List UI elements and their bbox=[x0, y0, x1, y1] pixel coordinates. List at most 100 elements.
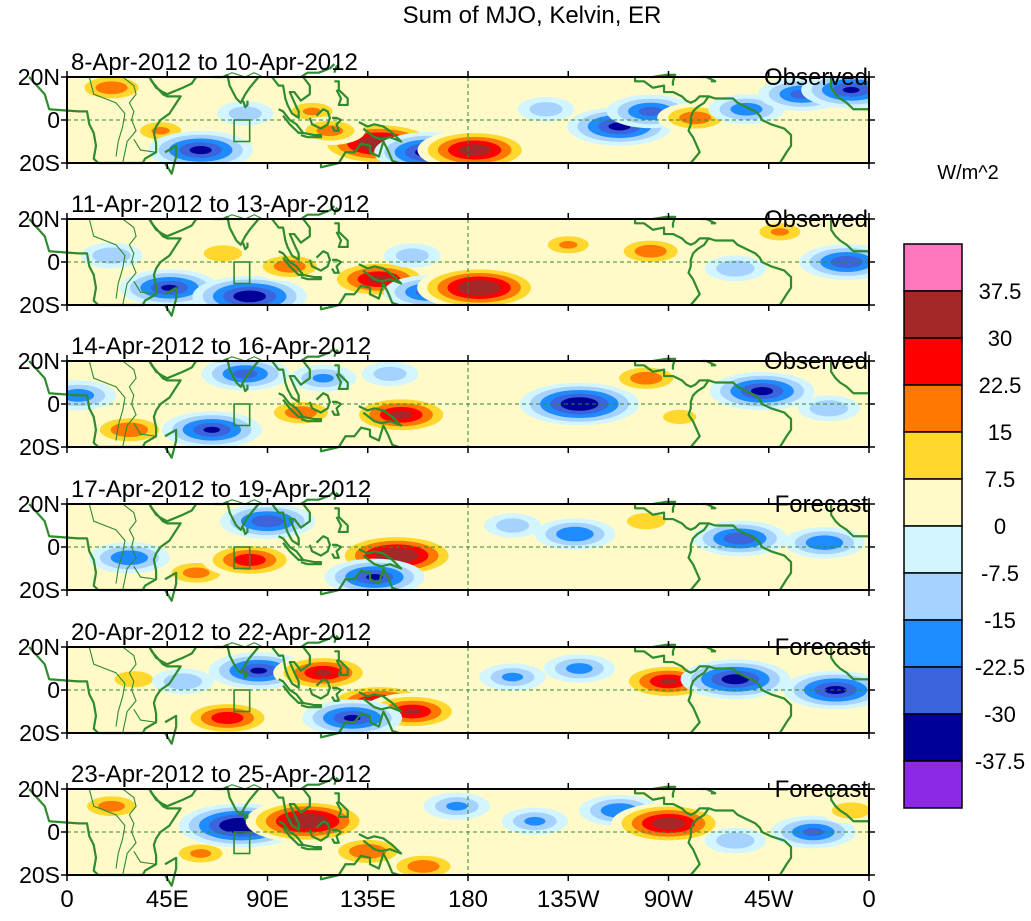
coastline-1-17 bbox=[652, 215, 677, 228]
lat-tick-label-2-2: 20S bbox=[19, 434, 60, 460]
anomaly-contour-3-7-2 bbox=[556, 526, 594, 542]
anomaly-cell-5-5 bbox=[385, 851, 462, 875]
anomaly-contour-1-10-2 bbox=[634, 244, 667, 258]
colorbar-level-9: -30 bbox=[984, 702, 1016, 727]
reference-box-4 bbox=[233, 689, 251, 713]
coastline-2-7 bbox=[300, 415, 323, 423]
border-line-0-2 bbox=[133, 139, 157, 153]
coastline-3-14 bbox=[333, 492, 340, 501]
panel-status-1: Observed bbox=[764, 206, 868, 233]
coastline-3-8 bbox=[308, 535, 331, 557]
colorbar-swatch-0 bbox=[903, 243, 963, 292]
coastline-0-16 bbox=[687, 95, 710, 164]
coastline-0-13 bbox=[300, 63, 336, 78]
lat-tick-label-4-2: 20S bbox=[19, 720, 60, 746]
coastline-4-16 bbox=[687, 665, 710, 734]
lon-tick-label-2: 90E bbox=[246, 886, 289, 913]
anomaly-contour-1-2-1 bbox=[203, 245, 243, 262]
anomaly-cell-2-11 bbox=[709, 371, 815, 411]
coastline-2-15 bbox=[633, 361, 793, 448]
anomaly-contour-2-12-1 bbox=[809, 400, 849, 417]
anomaly-contour-0-15-4 bbox=[842, 86, 860, 93]
anomaly-contour-1-9-2 bbox=[559, 241, 578, 249]
panel-period-2: 14-Apr-2012 to 16-Apr-2012 bbox=[71, 333, 371, 360]
coastline-4-11 bbox=[358, 691, 403, 713]
border-line-5-1 bbox=[88, 788, 126, 869]
border-line-3-2 bbox=[133, 566, 157, 580]
coastline-4-9 bbox=[331, 686, 343, 702]
coastline-0-19 bbox=[830, 77, 869, 111]
coastline-2-6 bbox=[278, 392, 305, 419]
coastline-3-9 bbox=[331, 543, 343, 559]
anomaly-contour-2-6-4 bbox=[390, 410, 413, 419]
anomaly-contour-4-11-4 bbox=[721, 674, 750, 685]
anomaly-cell-5-3 bbox=[245, 799, 370, 844]
coastline-2-9 bbox=[331, 400, 343, 416]
anomaly-cell-1-8 bbox=[417, 265, 542, 305]
reference-box-1 bbox=[233, 261, 251, 285]
anomaly-cell-2-12 bbox=[798, 395, 860, 422]
coastline-5-19 bbox=[830, 789, 869, 823]
anomaly-contour-4-3-4 bbox=[250, 667, 267, 674]
lon-tick-label-0: 0 bbox=[60, 886, 73, 913]
panel-2: 20N 0 20S 14-Apr-2012 to 16-Apr-2012 Observe… bbox=[18, 333, 875, 460]
lon-tick-label-3: 135E bbox=[340, 886, 396, 913]
anomaly-contour-3-1-2 bbox=[182, 567, 210, 579]
colorbar-swatch-1 bbox=[903, 290, 963, 339]
lat-tick-label-1-2: 20S bbox=[19, 292, 60, 318]
anomaly-cell-1-10 bbox=[612, 236, 689, 267]
anomaly-cell-5-0 bbox=[75, 791, 148, 821]
panel-period-4: 20-Apr-2012 to 22-Apr-2012 bbox=[71, 619, 371, 646]
panel-status-0: Observed bbox=[764, 64, 868, 91]
coastline-1-15 bbox=[633, 219, 793, 306]
colorbar: W/m^2 37.5 30 22.5 15 7.5 0 -7.5 -15 -22.5 -30 -37… bbox=[903, 162, 1025, 809]
coastline-4-4 bbox=[241, 670, 249, 679]
anomaly-cell-2-7 bbox=[361, 361, 419, 387]
coastline-5-5 bbox=[271, 788, 311, 831]
coastline-5-17 bbox=[652, 785, 677, 798]
anomaly-contour-0-12-2 bbox=[679, 111, 712, 125]
coastline-5-0 bbox=[28, 788, 182, 877]
anomaly-contour-0-13-2 bbox=[730, 102, 763, 116]
anomaly-cell-5-7 bbox=[501, 807, 569, 835]
anomaly-contour-5-4-2 bbox=[348, 844, 387, 859]
coastline-2-0 bbox=[28, 360, 182, 449]
panel-3: 20N 0 20S 17-Apr-2012 to 19-Apr-2012 Forecas… bbox=[18, 476, 875, 603]
colorbar-swatch-5 bbox=[903, 478, 963, 527]
coastline-2-8 bbox=[308, 392, 331, 414]
coastline-1-14 bbox=[333, 207, 340, 216]
anomaly-contour-0-4-2 bbox=[302, 107, 322, 116]
colorbar-level-10: -37.5 bbox=[975, 749, 1025, 774]
lat-tick-label-0-2: 20S bbox=[19, 150, 60, 176]
colorbar-level-3: 15 bbox=[988, 420, 1012, 445]
anomaly-cell-5-12 bbox=[820, 797, 869, 824]
lon-tick-label-5: 135W bbox=[537, 886, 600, 913]
colorbar-level-1: 30 bbox=[988, 326, 1012, 351]
coastline-3-2 bbox=[148, 503, 198, 523]
anomaly-cell-5-1 bbox=[167, 839, 234, 868]
panel-period-3: 17-Apr-2012 to 19-Apr-2012 bbox=[71, 476, 371, 503]
lat-tick-label-0-0: 20N bbox=[18, 64, 60, 90]
coastline-0-5 bbox=[271, 76, 311, 119]
coastline-2-10 bbox=[334, 364, 349, 391]
coastline-4-8 bbox=[308, 678, 331, 700]
border-line-1-1 bbox=[88, 218, 126, 299]
coastline-2-2 bbox=[148, 360, 198, 380]
coastline-4-7 bbox=[300, 701, 323, 709]
panel-status-5: Forecast bbox=[775, 776, 869, 803]
lon-tick-label-4: 180 bbox=[448, 886, 488, 913]
anomaly-cell-0-9 bbox=[517, 97, 575, 122]
anomaly-cell-5-6 bbox=[423, 792, 491, 820]
panel-stack: 20N 0 20S 8-Apr-2012 to 10-Apr-2012 Observed… bbox=[18, 49, 875, 888]
coastline-0-10 bbox=[334, 80, 349, 107]
anomaly-contour-3-9-3 bbox=[723, 532, 756, 545]
coastline-1-6 bbox=[278, 250, 305, 277]
coastline-1-0 bbox=[28, 218, 182, 307]
panel-5: 20N 0 20S 23-Apr-2012 to 25-Apr-2012 Forecas… bbox=[18, 761, 875, 888]
anomaly-cell-3-10 bbox=[784, 527, 865, 559]
anomaly-cell-0-2 bbox=[148, 130, 254, 163]
coastline-2-1 bbox=[164, 428, 178, 459]
colorbar-swatch-11 bbox=[903, 760, 963, 809]
anomaly-contour-2-9-2 bbox=[630, 371, 663, 385]
coastline-0-4 bbox=[241, 100, 249, 109]
